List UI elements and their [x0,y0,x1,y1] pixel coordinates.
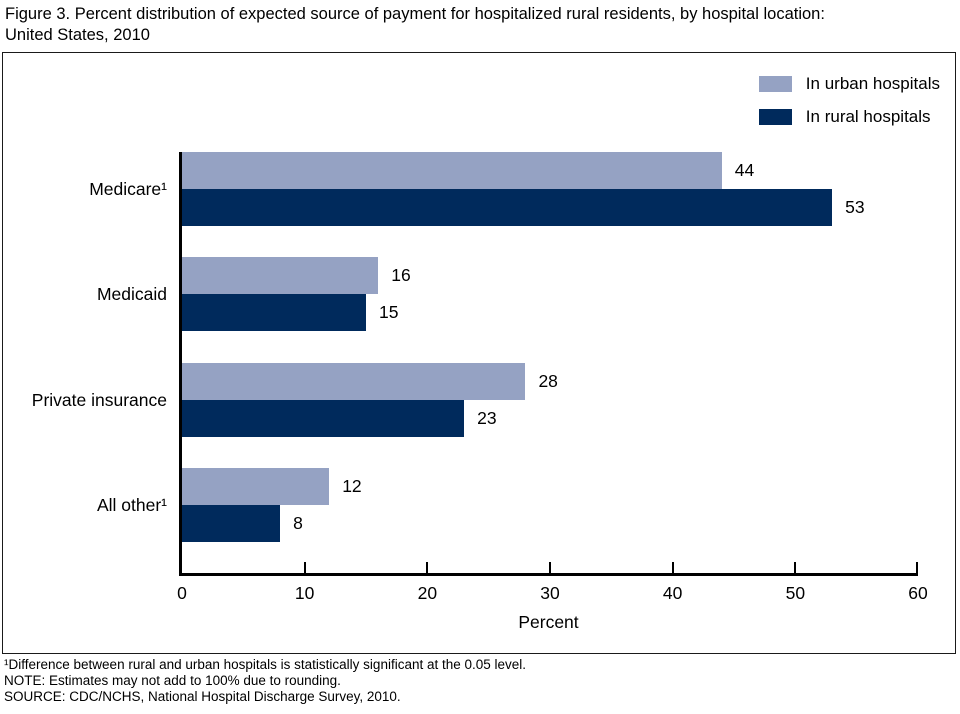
bar-value-label: 16 [391,265,411,286]
bar [182,399,465,437]
tick-label: 0 [177,583,187,603]
category-label: Medicaid [96,284,167,305]
bar [182,504,281,542]
legend-swatch-rural-icon [758,109,792,125]
legend-item-rural: In rural hospitals [758,107,940,127]
figure-title: Figure 3. Percent distribution of expect… [5,4,955,46]
figure-title-line2: United States, 2010 [5,26,150,44]
x-axis-title: Percent [518,612,579,632]
tick-label: 10 [294,583,315,603]
bar [182,362,526,400]
tick-label: 40 [662,583,683,603]
bar-value-label: 23 [477,407,497,428]
tick-mark [426,562,429,573]
legend-label-urban: In urban hospitals [805,74,940,93]
legend-item-urban: In urban hospitals [758,74,940,94]
chart-area: In urban hospitals In rural hospitals 44… [2,52,956,654]
legend-swatch-urban-icon [758,76,792,92]
category-label: All other¹ [96,494,167,515]
bar-row: 12 [182,467,918,505]
bar-value-label: 15 [379,302,399,323]
tick-mark [671,562,674,573]
category-label: Medicare¹ [89,179,167,199]
bar [182,189,833,226]
bar-row: 16 [182,257,918,295]
tick-label: 30 [540,583,560,603]
tick-mark [549,562,551,573]
legend: In urban hospitals In rural hospitals [758,74,940,140]
bar [182,294,366,332]
bar-row: 15 [182,294,918,332]
bar [182,257,379,295]
bar-row: 28 [182,362,918,400]
bar [182,467,330,505]
bar-value-label: 44 [734,160,755,180]
bar-value-label: 12 [342,475,362,496]
tick-mark [303,562,306,573]
legend-label-rural: In rural hospitals [805,107,931,126]
tick-label: 20 [417,583,438,603]
figure-title-line1: Figure 3. Percent distribution of expect… [5,5,825,23]
footnote-note: NOTE: Estimates may not add to 100% due … [4,672,341,688]
bar-row: 8 [182,504,918,542]
category-label: Private insurance [31,389,167,410]
bar-row: 53 [182,189,918,226]
footnote-source: SOURCE: CDC/NCHS, National Hospital Disc… [4,688,401,704]
bar-row: 44 [182,152,918,189]
bar [182,152,722,189]
tick-label: 60 [908,583,928,603]
bar-value-label: 53 [845,197,865,217]
tick-label: 50 [785,583,806,603]
bar-value-label: 8 [293,512,303,533]
footnotes: ¹Difference between rural and urban hosp… [4,657,526,704]
tick-mark [916,562,918,573]
tick-mark [794,562,797,573]
bar-value-label: 28 [538,370,558,391]
plot-area: 44 53 16 15 28 23 12 8 [179,152,918,576]
footnote-significance: ¹Difference between rural and urban hosp… [4,657,527,672]
bar-row: 23 [182,399,918,437]
